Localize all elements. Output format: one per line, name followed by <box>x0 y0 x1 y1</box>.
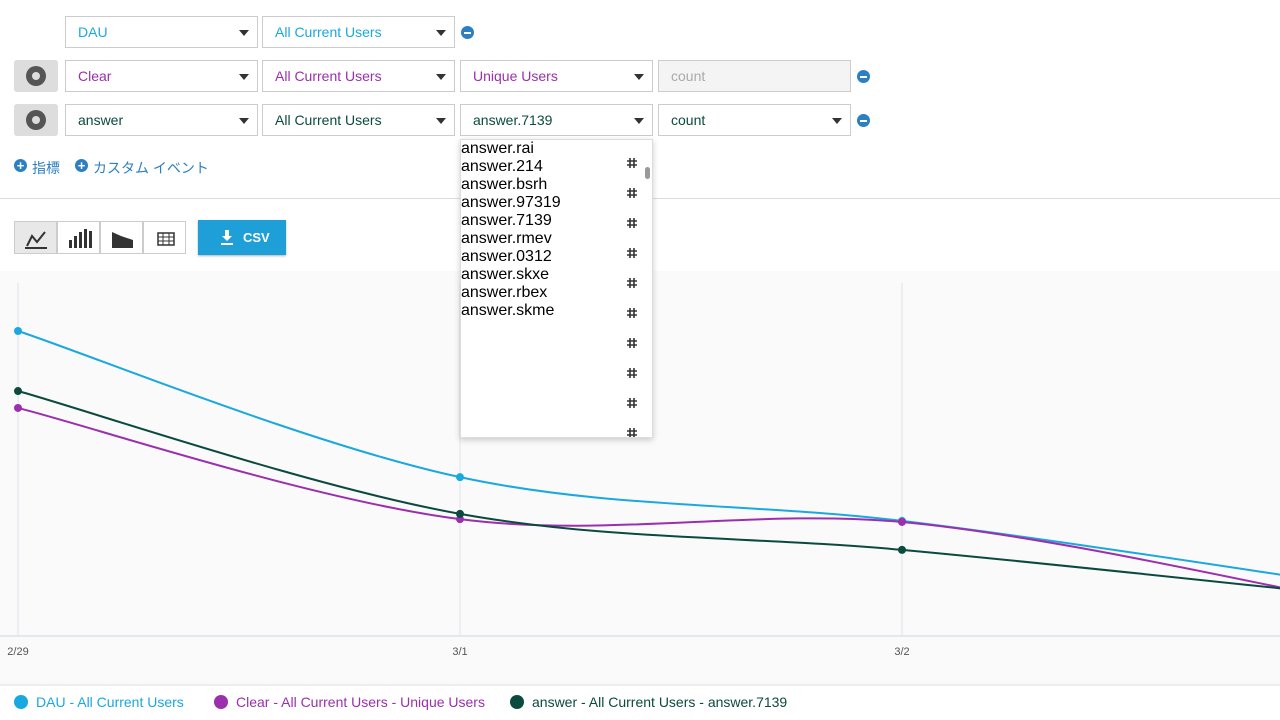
data-point <box>456 473 464 482</box>
legend-swatch <box>14 695 28 709</box>
csv-button[interactable]: CSV <box>198 220 286 255</box>
remove-button[interactable] <box>461 26 474 39</box>
type-icon <box>627 218 637 228</box>
event-select[interactable]: Clear <box>65 60 258 92</box>
legend-swatch <box>214 695 228 709</box>
data-point <box>898 517 906 526</box>
legend-label: Clear - All Current Users - Unique Users <box>236 694 485 710</box>
type-icon <box>627 398 637 408</box>
dropdown-item[interactable]: answer.rmev <box>461 230 552 247</box>
add-event-link[interactable]: カスタム イベント <box>75 158 209 178</box>
data-point <box>14 327 22 336</box>
row-icon <box>14 60 58 92</box>
table-view-button[interactable] <box>143 221 186 254</box>
x-tick-label: 2/29 <box>7 646 28 658</box>
aggregation-input[interactable]: count <box>658 60 851 92</box>
property-select[interactable]: answer.7139 <box>460 104 653 136</box>
x-tick-label: 3/1 <box>452 646 467 658</box>
data-point <box>14 403 22 412</box>
type-icon <box>627 158 637 168</box>
type-icon <box>627 308 637 318</box>
legend-entry: DAU - All Current Users <box>14 694 184 710</box>
remove-button[interactable] <box>857 114 870 127</box>
dropdown-menu: answer.rai answer.214 answer.bsrh answer.97… <box>460 139 653 438</box>
data-point <box>14 387 22 396</box>
data-point <box>456 509 464 518</box>
legend-entry: Clear - All Current Users - Unique Users <box>214 694 485 710</box>
dropdown-item[interactable]: answer.97319 <box>461 194 561 211</box>
type-icon <box>627 428 637 437</box>
legend-swatch <box>510 695 524 709</box>
series-line <box>17 406 1280 589</box>
legend-label: DAU - All Current Users <box>36 694 184 710</box>
series-line <box>17 330 1280 576</box>
series-line <box>17 390 1280 590</box>
dropdown-item[interactable]: answer.7139 <box>461 212 552 229</box>
add-metric-link[interactable]: 指標 <box>14 158 60 178</box>
x-tick-label: 3/2 <box>894 646 909 658</box>
scrollbar <box>645 167 650 179</box>
type-icon <box>627 338 637 348</box>
csv-label: CSV <box>243 230 270 245</box>
segment-select[interactable]: All Current Users <box>262 104 455 136</box>
dropdown-item[interactable]: answer.bsrh <box>461 176 548 193</box>
event-select[interactable]: DAU <box>65 16 258 48</box>
dropdown-item[interactable]: answer.skxe <box>461 266 550 283</box>
type-icon <box>627 188 637 198</box>
dropdown-item[interactable]: answer.0312 <box>461 248 552 265</box>
data-point <box>898 545 906 554</box>
aggregation-select[interactable]: count <box>658 104 851 136</box>
area-view-button[interactable] <box>100 221 143 254</box>
segment-select[interactable]: All Current Users <box>262 60 455 92</box>
property-select[interactable]: Unique Users <box>460 60 653 92</box>
type-icon <box>627 248 637 258</box>
dropdown-item[interactable]: answer.rai <box>461 140 534 157</box>
event-select[interactable]: answer <box>65 104 258 136</box>
dropdown-item[interactable]: answer.rbex <box>461 284 548 301</box>
remove-button[interactable] <box>857 70 870 83</box>
type-icon <box>627 368 637 378</box>
segment-select[interactable]: All Current Users <box>262 16 455 48</box>
dropdown-item[interactable]: answer.214 <box>461 158 543 175</box>
bar-view-button[interactable] <box>57 221 100 254</box>
legend-entry: answer - All Current Users - answer.7139 <box>510 694 787 710</box>
type-icon <box>627 278 637 288</box>
legend-label: answer - All Current Users - answer.7139 <box>532 694 788 710</box>
row-icon <box>14 104 58 136</box>
line-view-button[interactable] <box>14 221 57 254</box>
dropdown-item[interactable]: answer.skme <box>461 302 555 319</box>
